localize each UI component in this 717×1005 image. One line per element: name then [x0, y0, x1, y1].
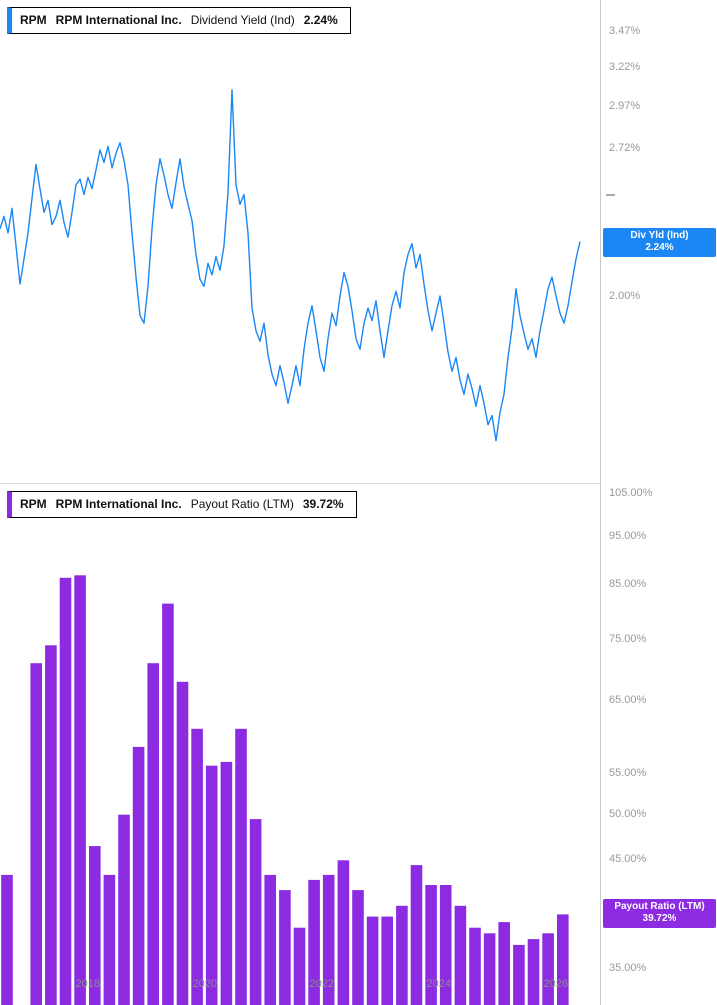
payout-ratio-bar[interactable]	[59, 577, 72, 1005]
y-axis-tick: 85.00%	[609, 578, 647, 591]
badge-value-label: 39.72%	[642, 913, 677, 925]
div-yld-axis-badge: Div Yld (Ind) 2.24%	[603, 227, 716, 257]
ticker-label: RPM	[20, 497, 47, 511]
badge-metric-label: Div Yld (Ind)	[630, 229, 689, 241]
payout-ratio-bar[interactable]	[103, 874, 116, 1005]
payout-ratio-bar[interactable]	[45, 645, 57, 1005]
payout-ratio-bar[interactable]	[191, 728, 203, 1005]
payout-ratio-bar[interactable]	[249, 819, 262, 1005]
payout-ratio-bar[interactable]	[542, 933, 554, 1005]
y-axis-tick: 3.47%	[609, 25, 641, 37]
y-axis-tick: 95.00%	[609, 530, 647, 543]
ticker-label: RPM	[20, 13, 47, 27]
payout-ratio-bar[interactable]	[279, 890, 291, 1005]
metric-name: Dividend Yield (Ind)	[190, 13, 295, 27]
payout-ratio-legend[interactable]: RPM RPM International Inc. Payout Ratio …	[7, 491, 357, 518]
payout-ratio-bar[interactable]	[454, 905, 467, 1005]
company-name: RPM International Inc.	[55, 497, 182, 511]
y-axis-minor-tick	[606, 193, 615, 196]
y-axis-tick: 55.00%	[609, 766, 647, 779]
payout-ratio-bar[interactable]	[337, 860, 350, 1005]
payout-ratio-bar[interactable]	[162, 603, 174, 1005]
payout-ratio-bar[interactable]	[1, 874, 13, 1005]
y-axis-tick: 105.00%	[609, 487, 653, 500]
payout-ratio-bar[interactable]	[366, 916, 379, 1005]
payout-ratio-bar[interactable]	[220, 761, 233, 1005]
metric-value: 39.72%	[302, 497, 344, 511]
payout-ratio-bar[interactable]	[235, 728, 247, 1005]
y-axis-tick: 50.00%	[609, 807, 647, 820]
metric-name: Payout Ratio (LTM)	[190, 497, 294, 511]
payout-ratio-bar[interactable]	[89, 846, 101, 1005]
payout-ratio-bar[interactable]	[439, 885, 452, 1005]
payout-ratio-bar[interactable]	[527, 939, 540, 1005]
payout-ratio-bar[interactable]	[352, 890, 364, 1005]
payout-ratio-bar[interactable]	[308, 879, 320, 1005]
company-name: RPM International Inc.	[55, 13, 182, 27]
y-axis-tick: 65.00%	[609, 694, 647, 707]
dividend-yield-chart[interactable]	[0, 0, 601, 483]
y-axis-tick: 75.00%	[609, 632, 647, 645]
y-axis-tick: 2.00%	[609, 290, 641, 302]
payout-ratio-bar[interactable]	[498, 922, 510, 1005]
y-axis-tick: 2.97%	[609, 99, 641, 112]
payout-ratio-bar[interactable]	[483, 933, 496, 1005]
payout-ratio-panel: RPM RPM International Inc. Payout Ratio …	[0, 483, 601, 1005]
payout-ratio-bar[interactable]	[322, 874, 335, 1005]
payout-ratio-bar[interactable]	[396, 905, 408, 1005]
y-axis: Div Yld (Ind) 2.24% Payout Ratio (LTM) 3…	[600, 0, 717, 1005]
y-axis-tick: 35.00%	[609, 961, 647, 974]
payout-ratio-bar[interactable]	[469, 927, 481, 1005]
payout-ratio-bar[interactable]	[118, 814, 130, 1005]
badge-metric-label: Payout Ratio (LTM)	[614, 901, 705, 913]
y-axis-tick: 2.72%	[609, 142, 641, 155]
payout-ratio-bar[interactable]	[264, 874, 276, 1005]
badge-value-label: 2.24%	[645, 241, 674, 253]
dividend-yield-legend[interactable]: RPM RPM International Inc. Dividend Yiel…	[7, 7, 351, 34]
payout-ratio-bar[interactable]	[557, 914, 569, 1005]
dividend-yield-panel: RPM RPM International Inc. Dividend Yiel…	[0, 0, 601, 483]
payout-ratio-chart[interactable]	[0, 484, 601, 1005]
payout-ratio-bar[interactable]	[30, 663, 42, 1005]
dividend-yield-line	[0, 89, 581, 442]
payout-ratio-bar[interactable]	[425, 885, 437, 1005]
y-axis-tick: 3.22%	[609, 60, 641, 73]
payout-ratio-bar[interactable]	[293, 927, 306, 1005]
y-axis-tick: 45.00%	[609, 853, 647, 866]
payout-ratio-bar[interactable]	[147, 663, 159, 1005]
metric-value: 2.24%	[303, 13, 338, 27]
payout-ratio-axis-badge: Payout Ratio (LTM) 39.72%	[603, 899, 716, 929]
payout-ratio-bar[interactable]	[513, 944, 525, 1005]
payout-ratio-bar[interactable]	[74, 575, 86, 1005]
payout-ratio-bar[interactable]	[205, 765, 218, 1005]
payout-ratio-bar[interactable]	[381, 916, 393, 1005]
payout-ratio-bar[interactable]	[176, 681, 189, 1005]
payout-ratio-bar[interactable]	[410, 865, 423, 1005]
payout-ratio-bar[interactable]	[132, 746, 145, 1005]
